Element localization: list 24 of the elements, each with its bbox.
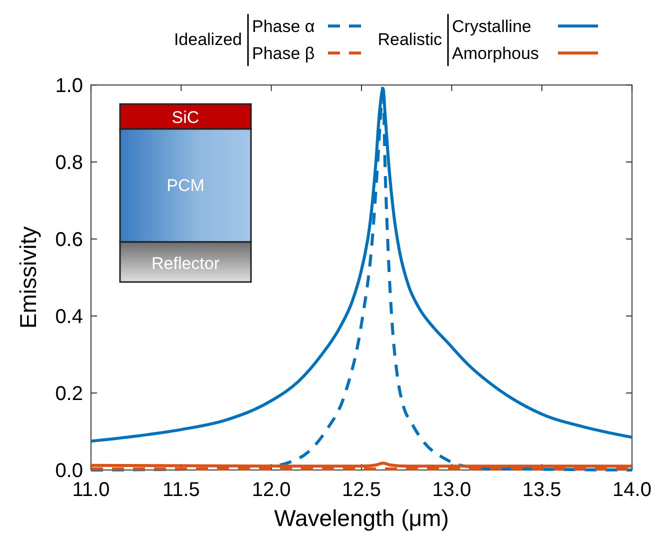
- y-tick-label: 0.6: [55, 229, 83, 251]
- text: Idealized: [174, 30, 242, 49]
- legend-label: Phase β: [252, 44, 315, 63]
- annotation: SiC: [172, 108, 200, 127]
- y-tick-label: 0.0: [55, 460, 83, 482]
- x-tick-label: 13.5: [522, 479, 562, 501]
- legend-label: Crystalline: [452, 17, 532, 36]
- annotation: Reflector: [151, 254, 220, 273]
- y-tick-label: 0.8: [55, 152, 83, 174]
- y-tick-label: 0.4: [55, 306, 83, 328]
- legend-label: Phase α: [252, 17, 315, 36]
- text: Realistic: [378, 30, 442, 49]
- y-tick-label: 1.0: [55, 75, 83, 97]
- annotation: PCM: [166, 176, 204, 195]
- x-tick-label: 11.0: [72, 479, 110, 501]
- y-axis-title: Emissivity: [15, 226, 41, 329]
- x-tick-label: 12.5: [342, 479, 381, 501]
- x-tick-label: 11.5: [162, 479, 200, 501]
- x-tick-label: 14.0: [612, 479, 652, 501]
- legend-label: Amorphous: [452, 44, 539, 63]
- x-axis-title: Wavelength (μm): [274, 505, 449, 531]
- x-tick-label: 12.0: [252, 479, 291, 501]
- x-tick-label: 13.0: [432, 479, 472, 501]
- y-tick-label: 0.2: [55, 383, 83, 405]
